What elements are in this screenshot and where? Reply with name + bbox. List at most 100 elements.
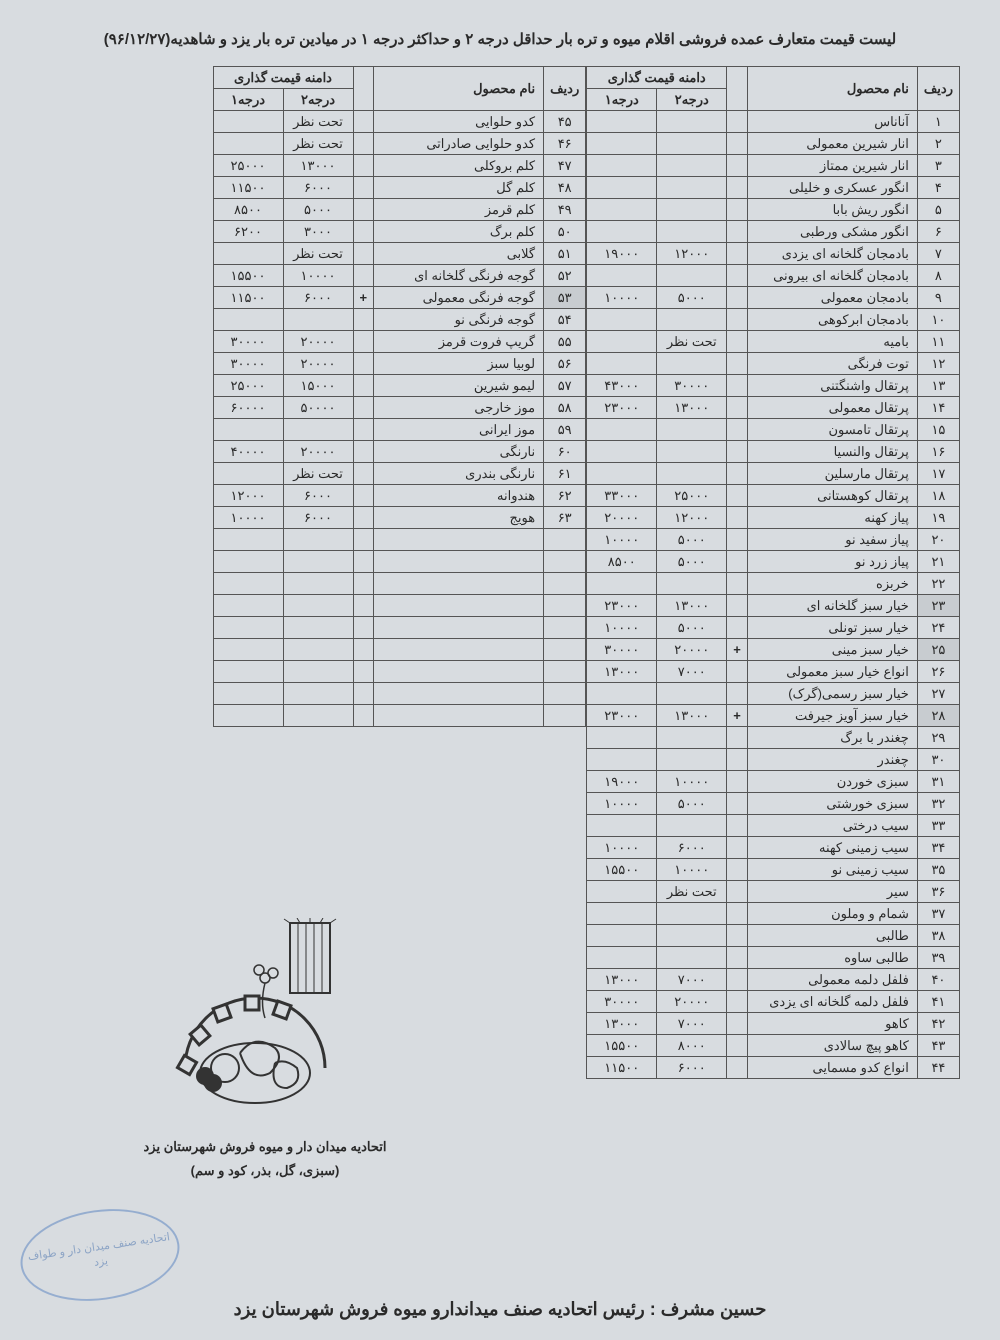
table-row: ۶۲هندوانه۶۰۰۰۱۲۰۰۰ xyxy=(213,485,586,507)
union-logo: اتحادیه میدان دار و میوه فروش شهرستان یز… xyxy=(130,918,400,1180)
cell: ۱۳۰۰۰ xyxy=(587,661,657,683)
cell: ۱۲ xyxy=(917,353,959,375)
cell xyxy=(283,661,353,683)
cell: ۵۷ xyxy=(544,375,586,397)
cell: ۴۳۰۰۰ xyxy=(587,375,657,397)
cell: ۱۳۰۰۰ xyxy=(657,595,727,617)
cell xyxy=(657,683,727,705)
table-row: ۲انار شیرین معمولی xyxy=(587,133,960,155)
table-row: ۱۱بامیهتحت نظر xyxy=(587,331,960,353)
cell xyxy=(353,331,374,353)
cell xyxy=(587,683,657,705)
cell xyxy=(727,837,748,859)
cell: ۳۰۰۰۰ xyxy=(213,331,283,353)
table-row xyxy=(213,617,586,639)
cell: ۱۳۰۰۰ xyxy=(587,969,657,991)
cell xyxy=(353,419,374,441)
cell: گوجه فرنگی گلخانه ای xyxy=(374,265,544,287)
cell: خیار سبز گلخانه ای xyxy=(747,595,917,617)
cell xyxy=(727,1013,748,1035)
cell: ۱۰۰۰۰ xyxy=(587,837,657,859)
cell xyxy=(283,551,353,573)
logo-caption-2: (سبزی، گل، بذر، کود و سم) xyxy=(130,1161,400,1181)
table-row: ۴انگور عسکری و خلیلی xyxy=(587,177,960,199)
table-row: ۵۹موز ایرانی xyxy=(213,419,586,441)
cell xyxy=(353,397,374,419)
cell: ۴۰۰۰۰ xyxy=(213,441,283,463)
cell: ۶۰ xyxy=(544,441,586,463)
cell: ۱۵۰۰۰ xyxy=(283,375,353,397)
cell xyxy=(727,529,748,551)
cell xyxy=(727,265,748,287)
cell: ۵۶ xyxy=(544,353,586,375)
table-row: ۸بادمجان گلخانه ای بیرونی xyxy=(587,265,960,287)
cell: ۶۳ xyxy=(544,507,586,529)
table-row: ۲۱پیاز زرد نو۵۰۰۰۸۵۰۰ xyxy=(587,551,960,573)
cell: ۱۵ xyxy=(917,419,959,441)
cell xyxy=(657,749,727,771)
table-row xyxy=(213,661,586,683)
cell xyxy=(727,793,748,815)
cell xyxy=(283,639,353,661)
cell: ۲۰۰۰۰ xyxy=(657,991,727,1013)
table-row: ۴۶کدو حلوایی صادراتیتحت نظر xyxy=(213,133,586,155)
cell: ۱۲۰۰۰ xyxy=(657,243,727,265)
table-row: ۱۲توت فرنگی xyxy=(587,353,960,375)
cell: ۲۳ xyxy=(917,595,959,617)
table-row: ۵۸موز خارجی۵۰۰۰۰۶۰۰۰۰ xyxy=(213,397,586,419)
page-title: لیست قیمت متعارف عمده فروشی اقلام میوه و… xyxy=(40,30,960,48)
cell xyxy=(657,353,727,375)
cell: ۲۰۰۰۰ xyxy=(283,353,353,375)
cell xyxy=(213,419,283,441)
cell xyxy=(657,903,727,925)
cell: ۴۵ xyxy=(544,111,586,133)
cell xyxy=(657,155,727,177)
cell: ۱۰۰۰۰ xyxy=(657,771,727,793)
cell xyxy=(353,177,374,199)
cell: ۵۱ xyxy=(544,243,586,265)
cell xyxy=(353,507,374,529)
cell: پیاز کهنه xyxy=(747,507,917,529)
cell xyxy=(283,617,353,639)
cell: ۴ xyxy=(917,177,959,199)
cell: ۷۰۰۰ xyxy=(657,1013,727,1035)
cell xyxy=(353,573,374,595)
table-row: ۵۲گوجه فرنگی گلخانه ای۱۰۰۰۰۱۵۵۰۰ xyxy=(213,265,586,287)
cell: ۸۵۰۰ xyxy=(587,551,657,573)
cell xyxy=(353,199,374,221)
cell: ۱۲۰۰۰ xyxy=(213,485,283,507)
cell xyxy=(374,529,544,551)
cell xyxy=(727,727,748,749)
cell: ۲۶ xyxy=(917,661,959,683)
col-price-range: دامنه قیمت گذاری xyxy=(587,67,727,89)
cell: طالبی xyxy=(747,925,917,947)
cell: ۱۳۰۰۰ xyxy=(283,155,353,177)
cell: ۴۱ xyxy=(917,991,959,1013)
cell: ۳۰۰۰۰ xyxy=(587,991,657,1013)
cell: ۵۰۰۰ xyxy=(657,287,727,309)
cell xyxy=(353,243,374,265)
cell: پیاز سفید نو xyxy=(747,529,917,551)
table-row: ۲۴خیار سبز تونلی۵۰۰۰۱۰۰۰۰ xyxy=(587,617,960,639)
cell: چغندر با برگ xyxy=(747,727,917,749)
cell xyxy=(727,485,748,507)
cell: ۲۳۰۰۰ xyxy=(587,705,657,727)
cell: ۱۰۰۰۰ xyxy=(587,287,657,309)
table-row: ۵۶لوبیا سبز۲۰۰۰۰۳۰۰۰۰ xyxy=(213,353,586,375)
cell xyxy=(587,155,657,177)
cell: ۶۰۰۰ xyxy=(283,485,353,507)
cell: ۲۴ xyxy=(917,617,959,639)
cell xyxy=(374,551,544,573)
cell xyxy=(544,705,586,727)
col-idx: ردیف xyxy=(544,67,586,111)
cell xyxy=(727,243,748,265)
cell: ۴۰ xyxy=(917,969,959,991)
table-row: ۶۱نارنگی بندریتحت نظر xyxy=(213,463,586,485)
table-row: ۵انگور ریش بابا xyxy=(587,199,960,221)
cell xyxy=(657,573,727,595)
cell: ۲۰۰۰۰ xyxy=(587,507,657,529)
table-row: ۱۴پرتقال معمولی۱۳۰۰۰۲۳۰۰۰ xyxy=(587,397,960,419)
cell: ۳۹ xyxy=(917,947,959,969)
cell: ۵۰۰۰ xyxy=(657,551,727,573)
cell: ۱۱۵۰۰ xyxy=(587,1057,657,1079)
